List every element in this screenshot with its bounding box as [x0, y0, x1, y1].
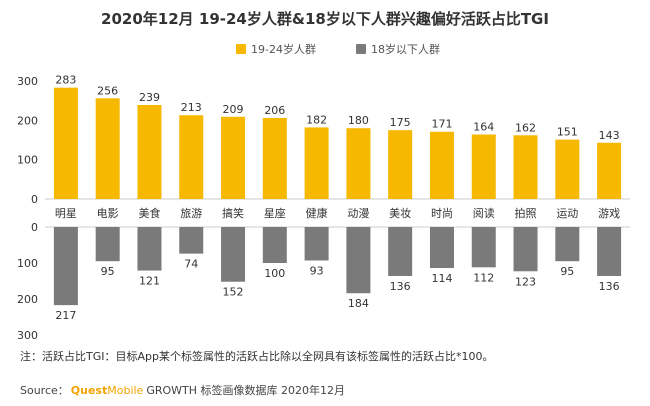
- bar-under-18-拍照: [513, 227, 538, 272]
- bar-under-18-明星: [53, 227, 78, 306]
- bar-19-24-电影: [95, 98, 120, 199]
- data-label-19-24: 256: [97, 84, 118, 97]
- bar-19-24-星座: [262, 117, 287, 199]
- bar-under-18-运动: [555, 227, 580, 262]
- bar-under-18-动漫: [346, 227, 371, 294]
- x-category-label: 动漫: [347, 206, 369, 220]
- data-label-19-24: 206: [264, 104, 285, 117]
- bar-19-24-动漫: [346, 128, 371, 199]
- bar-under-18-星座: [262, 227, 287, 263]
- bottom-y-tick-label: 100: [17, 257, 38, 270]
- data-label-19-24: 143: [599, 129, 620, 142]
- bottom-y-tick-label: 0: [31, 221, 38, 234]
- chart-legend: 19-24岁人群 18岁以下人群: [236, 42, 480, 56]
- data-label-19-24: 180: [348, 114, 369, 127]
- x-category-label: 美妆: [389, 207, 411, 220]
- x-category-label: 健康: [306, 206, 328, 220]
- legend-item-under-18: 18岁以下人群: [355, 41, 440, 57]
- bar-19-24-运动: [555, 139, 580, 199]
- brand-quest: Quest: [70, 383, 108, 397]
- data-label-under-18: 100: [264, 267, 285, 280]
- source-text: GROWTH 标签画像数据库 2020年12月: [146, 384, 346, 397]
- bar-19-24-美妆: [388, 130, 413, 199]
- bar-19-24-时尚: [429, 131, 454, 199]
- data-label-under-18: 123: [515, 275, 536, 288]
- bar-19-24-旅游: [179, 115, 204, 199]
- legend-label-under-18: 18岁以下人群: [370, 43, 440, 56]
- data-label-under-18: 114: [431, 272, 452, 285]
- legend-item-19-24: 19-24岁人群: [236, 41, 316, 57]
- top-y-tick-label: 200: [17, 114, 38, 127]
- legend-label-19-24: 19-24岁人群: [251, 43, 316, 56]
- x-category-label: 运动: [556, 207, 578, 220]
- data-label-under-18: 136: [599, 280, 620, 293]
- bar-under-18-搞笑: [221, 227, 246, 282]
- data-label-19-24: 213: [181, 101, 202, 114]
- bar-19-24-搞笑: [221, 116, 246, 199]
- bar-under-18-旅游: [179, 227, 204, 254]
- bar-under-18-游戏: [597, 227, 622, 276]
- bar-19-24-明星: [53, 87, 78, 199]
- data-label-under-18: 112: [473, 271, 494, 284]
- bar-under-18-时尚: [429, 227, 454, 269]
- data-label-under-18: 74: [184, 258, 198, 271]
- top-y-tick-label: 100: [17, 154, 38, 167]
- x-category-label: 阅读: [473, 206, 495, 220]
- top-y-tick-label: 300: [17, 75, 38, 88]
- data-label-under-18: 152: [223, 286, 244, 299]
- source-line: Source： QuestMobile GROWTH 标签画像数据库 2020年…: [20, 382, 345, 398]
- data-label-19-24: 209: [223, 103, 244, 116]
- x-category-label: 旅游: [180, 206, 202, 220]
- chart-canvas: 0 100 200 300 0 100 200 300 283 明星 217 256 电影 95 239 美食…: [17, 74, 630, 340]
- data-label-19-24: 175: [390, 116, 411, 129]
- bar-19-24-游戏: [597, 142, 622, 199]
- bottom-y-tick-label: 200: [17, 293, 38, 306]
- bar-under-18-美妆: [388, 227, 413, 276]
- data-label-19-24: 171: [431, 118, 452, 131]
- top-y-tick-label: 0: [31, 193, 38, 206]
- data-label-19-24: 151: [557, 126, 578, 139]
- bar-19-24-美食: [137, 104, 162, 199]
- bar-under-18-电影: [95, 227, 120, 262]
- bar-under-18-健康: [304, 227, 329, 261]
- legend-swatch-gray: [355, 44, 366, 54]
- x-category-label: 拍照: [515, 206, 537, 220]
- bar-19-24-拍照: [513, 135, 538, 199]
- data-label-under-18: 184: [348, 297, 369, 310]
- questmobile-logo: QuestMobile: [71, 384, 144, 397]
- data-label-19-24: 162: [515, 121, 536, 134]
- chart-title: 2020年12月 19-24岁人群&18岁以下人群兴趣偏好活跃占比TGI: [101, 10, 549, 28]
- bar-under-18-美食: [137, 227, 162, 271]
- bar-under-18-阅读: [471, 227, 496, 268]
- data-label-under-18: 93: [310, 264, 324, 277]
- brand-mobile: Mobile: [107, 383, 144, 397]
- chart-footnote: 注：活跃占比TGI：目标App某个标签属性的活跃占比除以全网具有该标签属性的活跃…: [20, 350, 494, 363]
- data-label-under-18: 217: [55, 309, 76, 322]
- x-category-label: 搞笑: [222, 206, 244, 220]
- bar-19-24-健康: [304, 127, 329, 199]
- x-category-label: 美食: [138, 206, 160, 220]
- data-label-under-18: 95: [560, 265, 574, 278]
- legend-swatch-yellow: [236, 44, 246, 54]
- bottom-y-tick-label: 300: [17, 329, 38, 340]
- data-label-19-24: 182: [306, 113, 327, 126]
- data-label-19-24: 283: [55, 74, 76, 87]
- data-label-under-18: 121: [139, 275, 160, 288]
- x-category-label: 电影: [97, 207, 119, 220]
- x-category-label: 时尚: [431, 206, 453, 220]
- data-label-under-18: 95: [101, 265, 115, 278]
- x-category-label: 游戏: [598, 207, 620, 220]
- x-category-label: 星座: [264, 206, 286, 220]
- data-label-19-24: 164: [473, 120, 494, 133]
- data-label-19-24: 239: [139, 91, 160, 104]
- x-category-label: 明星: [55, 207, 77, 220]
- source-label: Source：: [20, 384, 69, 397]
- data-label-under-18: 136: [390, 280, 411, 293]
- bar-19-24-阅读: [471, 134, 496, 199]
